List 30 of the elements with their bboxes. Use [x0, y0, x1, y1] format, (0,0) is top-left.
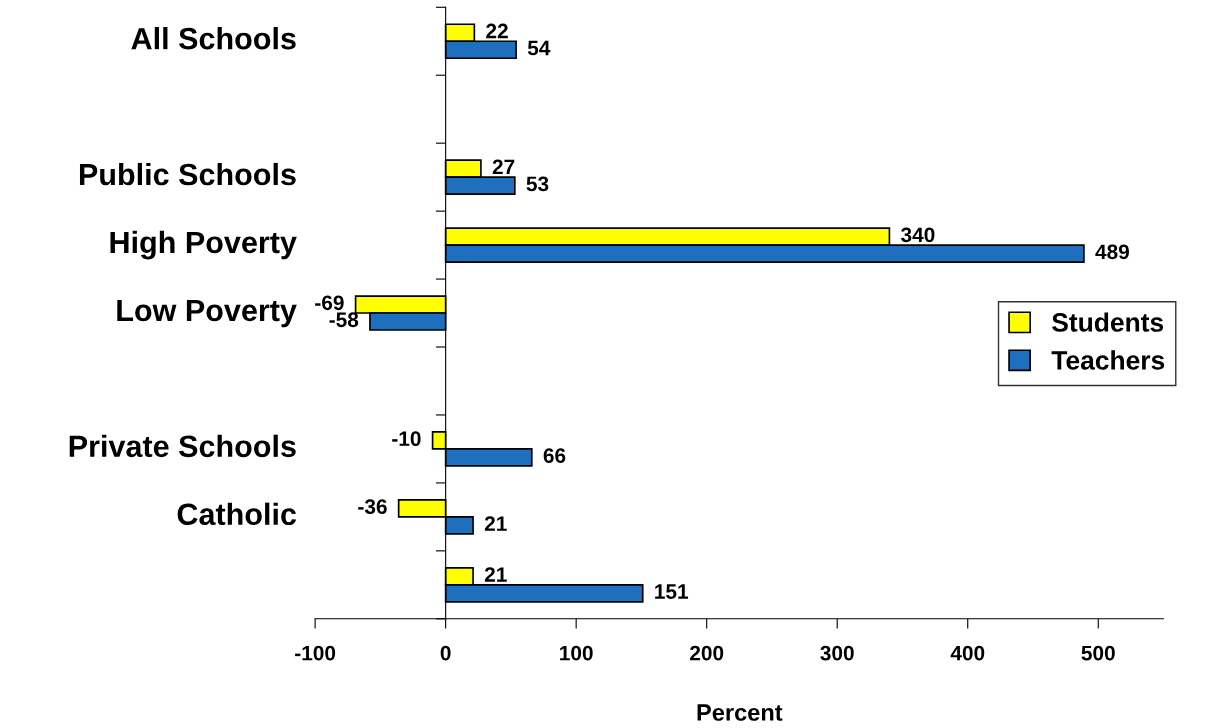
data-label: 27 — [492, 159, 515, 175]
x-tick-label: 200 — [690, 645, 724, 661]
data-label: -58 — [329, 312, 359, 328]
x-tick-label: -100 — [295, 645, 336, 661]
data-label: -69 — [315, 295, 344, 311]
y-tick-label: Low Poverty — [117, 299, 297, 328]
data-label: 54 — [527, 40, 551, 56]
data-label: 66 — [543, 448, 566, 464]
y-tick-label: Catholic — [177, 502, 297, 526]
legend-label: Students — [1052, 312, 1164, 332]
data-label: -36 — [358, 499, 387, 515]
x-axis-title: Percent — [697, 704, 783, 721]
y-tick-label: All Schools — [131, 27, 296, 50]
data-label: 22 — [486, 23, 508, 39]
x-tick-label: 300 — [820, 645, 854, 661]
legend-label: Teachers — [1051, 350, 1165, 370]
data-label: 151 — [655, 584, 689, 599]
data-label: 21 — [484, 516, 507, 531]
x-tick-label: 400 — [950, 645, 985, 661]
data-label: -10 — [392, 431, 421, 447]
x-tick-label: 0 — [440, 645, 451, 661]
y-tick-label: High Poverty — [110, 230, 297, 260]
data-label: 53 — [526, 176, 549, 192]
x-tick-label: 500 — [1081, 645, 1115, 661]
y-tick-label: Public Schools — [79, 162, 296, 186]
x-tick-label: 100 — [560, 645, 593, 661]
data-label: 340 — [901, 227, 935, 243]
y-tick-label: Private Schools — [69, 434, 296, 458]
data-label: 21 — [484, 567, 507, 582]
data-label: 489 — [1095, 244, 1129, 260]
